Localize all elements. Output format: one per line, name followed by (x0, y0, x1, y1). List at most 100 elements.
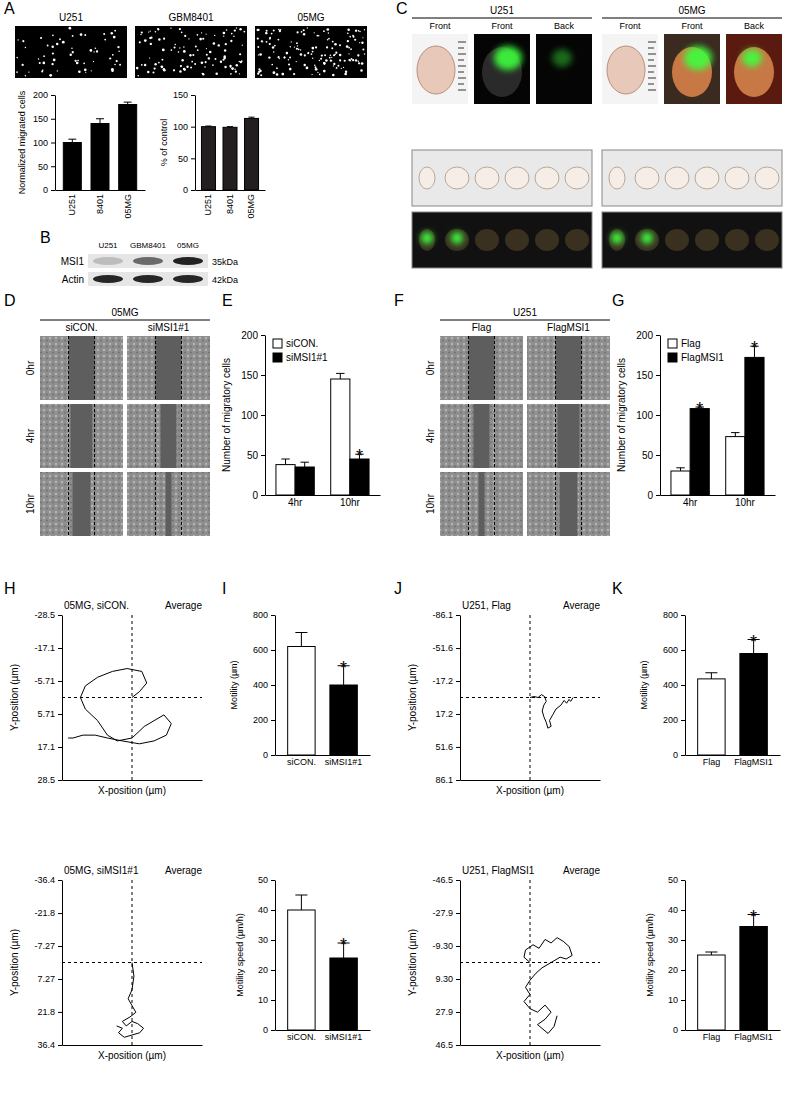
axis-line (63, 780, 203, 781)
trajectory-chart: -86.1-51.6-17.217.251.686.1U251, FlagAve… (407, 600, 601, 796)
scratch-gap (161, 404, 177, 468)
tick-label: 0 (252, 490, 258, 501)
cell-dot (296, 61, 297, 62)
trajectory (117, 963, 144, 1038)
error-bar (676, 468, 684, 471)
bar (740, 927, 767, 1031)
cell-dot (236, 64, 238, 66)
brain-slice (695, 229, 719, 251)
bar (91, 124, 109, 191)
cell-dot (358, 30, 360, 32)
error-stem (301, 633, 302, 647)
tick: 8401 (95, 194, 105, 214)
cell-dot (266, 30, 268, 32)
plot-area (63, 102, 136, 190)
cell-dot (314, 32, 315, 33)
cell-dot (72, 35, 74, 37)
brain (482, 47, 522, 97)
tick: 50 (38, 162, 55, 172)
protein-label: MSI1 (61, 256, 85, 267)
cell-dot (190, 67, 192, 69)
column-label: Flag (472, 322, 491, 333)
cell-dot (323, 62, 326, 65)
cell-dot (157, 28, 159, 30)
tick: 50 (668, 875, 685, 885)
bar (288, 647, 315, 756)
tick: 50 (642, 450, 660, 461)
brain-slice (755, 229, 779, 251)
error-bar (705, 673, 717, 679)
tick: 10hr (340, 497, 361, 508)
blot-strip (88, 272, 208, 286)
view-label: Front (681, 21, 703, 31)
scratch-gap (560, 472, 578, 536)
cell-dot (271, 64, 273, 66)
tick-label: 10 (668, 995, 678, 1005)
cell-dot (319, 74, 321, 76)
axis-title: Motility speed (µm/h) (645, 913, 655, 997)
plot-area (62, 880, 202, 1045)
tick-mark (456, 913, 460, 914)
axis-title: X-position (µm) (496, 1050, 564, 1061)
cell-dot (195, 46, 197, 48)
cell-dot (331, 47, 333, 49)
fluorescence (641, 232, 653, 244)
tick-mark (681, 685, 685, 686)
cell-dot (357, 54, 359, 56)
tick-label: -17.2 (432, 676, 453, 686)
cell-dot (284, 57, 286, 59)
annotation: Average (563, 865, 601, 876)
tick-label: 8401 (95, 194, 105, 214)
tick-mark (51, 190, 55, 191)
cell-dot (312, 57, 313, 58)
error-cap (124, 102, 132, 103)
cell-dot (148, 31, 149, 32)
tick-label: 9.30 (435, 974, 453, 984)
cell-dot (339, 59, 341, 61)
cell-dot (326, 28, 329, 31)
cell-dot (223, 36, 224, 37)
scratch-edge (155, 472, 156, 536)
scratch-edge (155, 404, 156, 468)
scratch-edge (468, 404, 469, 468)
tick: 05MG (246, 194, 256, 219)
cell-dot (352, 59, 354, 61)
tick: 800 (663, 610, 685, 620)
cell-dot (303, 33, 306, 36)
brain-slice (505, 229, 529, 251)
cell-dot (323, 30, 325, 32)
cell-dot (234, 29, 236, 31)
tick: 21.8 (37, 1007, 62, 1017)
brain-slice (565, 229, 589, 251)
cell-dot (220, 61, 222, 63)
blot-band (93, 275, 123, 283)
tick-label: -46.5 (432, 875, 453, 885)
cell-dot (341, 68, 342, 69)
error-cap (205, 126, 211, 127)
plot-area (698, 640, 768, 756)
cell-dot (347, 33, 349, 35)
tick-mark (271, 880, 275, 881)
row-label: 0hr (425, 360, 436, 375)
group-label: U251 (490, 5, 514, 16)
scratch-edge (181, 472, 182, 536)
tick: 4hr (683, 497, 698, 508)
axis-line (63, 1045, 203, 1046)
ruler-tick (458, 84, 464, 85)
tick: siCON. (287, 1032, 316, 1042)
cell-dot (95, 48, 97, 50)
view-label: Front (491, 21, 513, 31)
brain-slice (755, 167, 779, 189)
error-cap (705, 672, 717, 673)
brain-slice (565, 167, 589, 189)
tick: 51.6 (435, 742, 460, 752)
scratch-edge (468, 336, 469, 400)
tick: U251 (203, 194, 213, 216)
cell-dot (269, 38, 271, 40)
tick-label: 20 (668, 965, 678, 975)
cell-dot (180, 65, 182, 67)
cell-dot (178, 51, 180, 53)
photo (726, 34, 782, 104)
fluorescence (552, 49, 572, 67)
error-cap (705, 952, 717, 953)
